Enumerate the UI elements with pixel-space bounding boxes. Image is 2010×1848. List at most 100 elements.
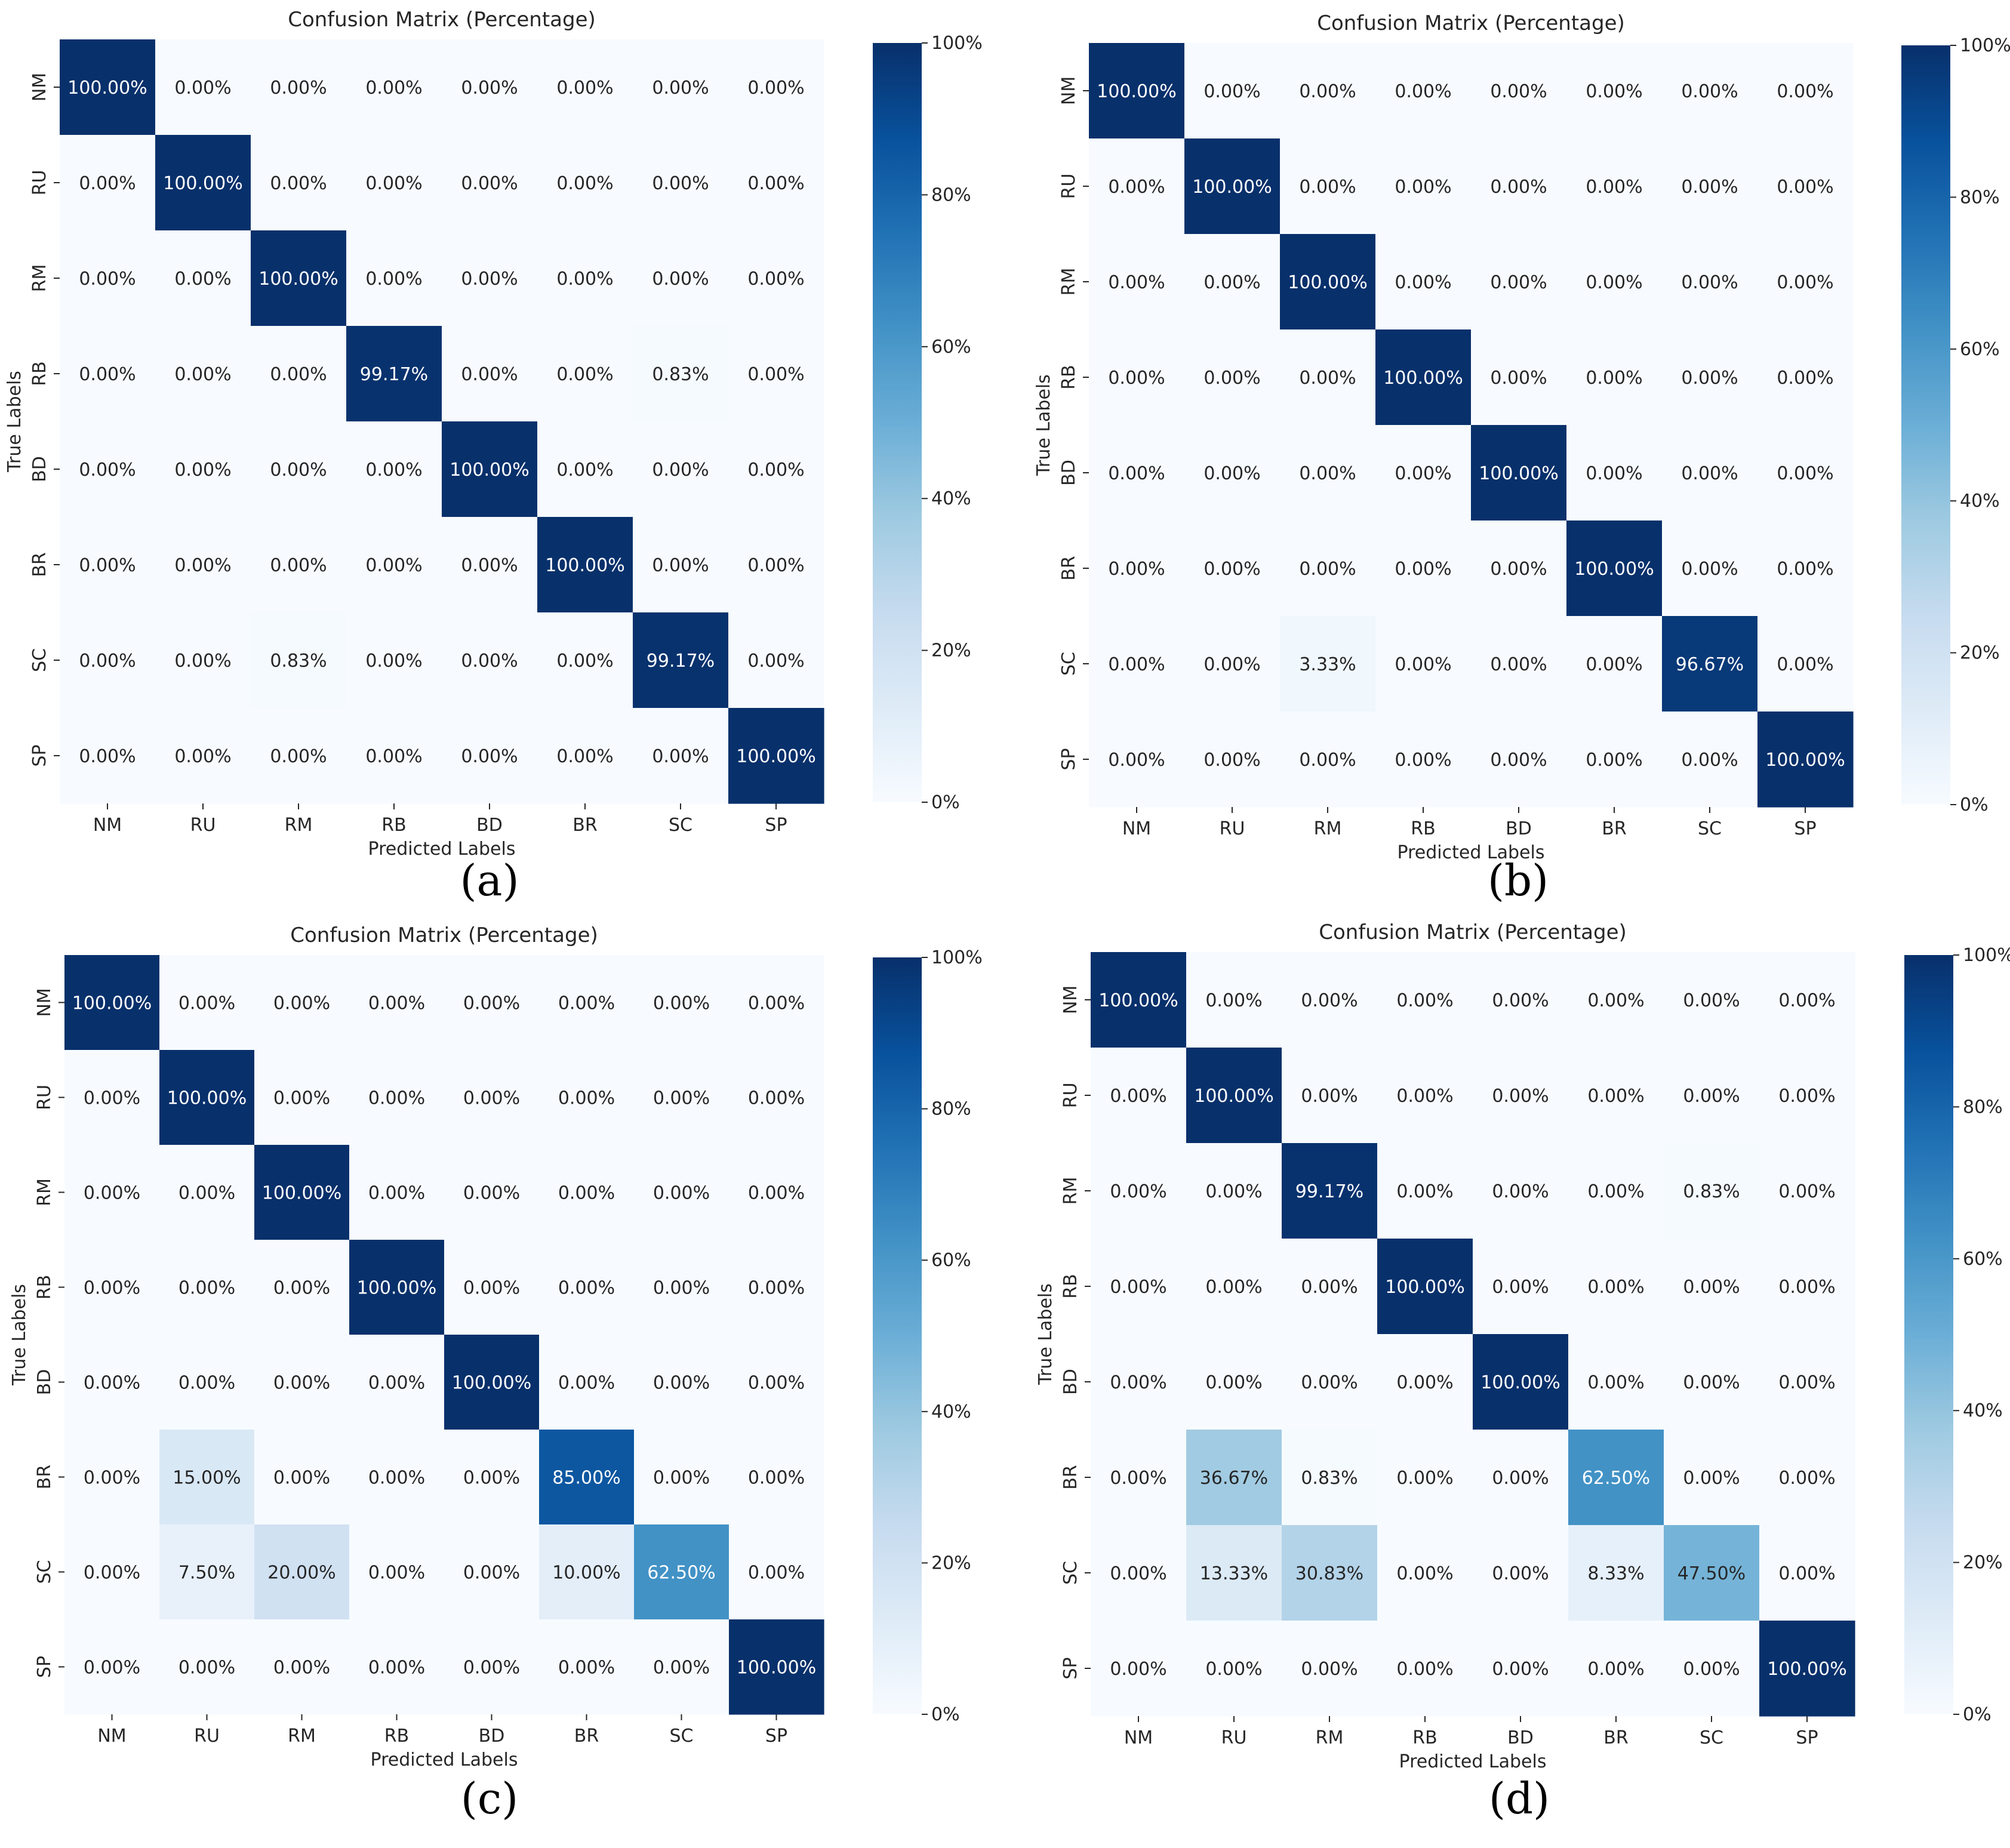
heatmap-cell [1471,520,1567,617]
heatmap-cell [1282,1239,1378,1335]
cell-value-label: 0.00% [1586,368,1642,389]
cell-value-label: 0.00% [270,364,327,385]
heatmap-cell [728,326,824,422]
y-axis-label: True Labels [1035,1283,1056,1385]
colorbar-tick-label: 60% [931,1250,971,1271]
colorbar-tick-label: 0% [931,1704,960,1725]
heatmap-cell [1664,1143,1760,1239]
cell-value-label: 0.00% [1205,1277,1262,1298]
heatmap-cell [1664,1334,1760,1430]
cell-value-label: 100.00% [258,269,338,289]
heatmap-cell [1566,425,1663,521]
heatmap-cell [1184,425,1281,521]
heatmap-cell [729,1619,824,1715]
heatmap-cell [349,1145,445,1240]
heatmap-cell [155,326,251,422]
y-tick-label: SC [29,648,50,672]
cell-value-label: 0.00% [1301,1659,1358,1680]
heatmap-cell [1089,43,1185,139]
heatmap-cell [1473,1621,1569,1717]
cell-value-label: 100.00% [545,555,624,576]
cell-value-label: 0.00% [1777,368,1833,389]
cell-value-label: 0.00% [1110,1086,1166,1107]
cell-value-label: 0.00% [1396,1086,1453,1107]
heatmap-cell [60,517,156,613]
cell-value-label: 0.00% [1301,1372,1358,1393]
heatmap-cell [1186,1525,1282,1621]
cell-value-label: 0.00% [747,651,804,672]
heatmap-cell [1566,234,1663,330]
cell-value-label: 0.00% [1299,463,1356,484]
cell-value-label: 100.00% [452,1373,531,1394]
heatmap-cell [64,1335,160,1430]
colorbar [1901,45,1950,805]
chart-title: Confusion Matrix (Percentage) [1319,920,1627,944]
heatmap-cell [1759,1048,1855,1144]
heatmap-cell [537,135,633,231]
heatmap-cell [1184,43,1281,139]
cell-value-label: 0.00% [178,1183,235,1204]
heatmap-cell [1566,712,1663,808]
heatmap-cell [254,955,350,1051]
cell-value-label: 0.00% [1299,368,1356,389]
heatmap-cell [64,955,160,1051]
cell-value-label: 0.00% [174,269,231,289]
heatmap-cell [346,421,442,518]
colorbar-tick-label: 80% [1963,1097,2003,1117]
cell-value-label: 0.00% [270,78,327,98]
panel-d: Confusion Matrix (Percentage) 100.00% 0.00… [1035,920,2010,1824]
x-tick-label: SC [669,815,692,836]
cell-value-label: 100.00% [1097,81,1176,102]
cell-value-label: 99.17% [647,651,715,672]
heatmap-cell [1473,1239,1569,1335]
panel-a: Confusion Matrix (Percentage) 100.00% 0.00… [4,8,983,905]
cell-value-label: 0.00% [747,269,804,289]
heatmap-cell [155,612,251,709]
heatmap-cell [539,1524,635,1620]
cell-value-label: 0.00% [1490,272,1547,293]
cell-value-label: 0.00% [1778,1181,1835,1202]
cell-value-label: 0.00% [174,651,231,672]
heatmap-cell [634,1619,729,1715]
heatmap-cell [634,1240,729,1335]
cell-value-label: 62.50% [1582,1468,1650,1489]
heatmap-cell [1091,1621,1187,1717]
cell-value-label: 0.00% [273,1658,330,1678]
cell-value-label: 0.00% [1777,654,1833,675]
cell-value-label: 0.00% [461,651,518,672]
cell-value-label: 0.00% [1681,81,1738,102]
cell-value-label: 99.17% [360,364,428,385]
heatmap-cell [1759,1143,1855,1239]
heatmap-cell [728,708,824,804]
cell-value-label: 0.00% [1586,177,1642,198]
cell-value-label: 0.00% [84,1088,140,1109]
cell-value-label: 0.00% [1681,368,1738,389]
heatmap-cell [1089,329,1185,426]
colorbar-tick-label: 20% [1960,643,2000,664]
cell-value-label: 0.00% [1586,81,1642,102]
cell-value-label: 0.00% [365,173,422,194]
heatmap-cell [159,1524,255,1620]
heatmap-cell [60,135,156,231]
heatmap-cell [633,421,729,518]
heatmap-cell [1566,43,1663,139]
cell-value-label: 0.00% [365,555,422,576]
cell-value-label: 0.00% [1396,1468,1453,1489]
cell-value-label: 85.00% [552,1468,620,1489]
heatmap-cell [729,1050,824,1145]
cell-value-label: 0.00% [174,364,231,385]
cell-value-label: 100.00% [1383,368,1463,389]
heatmap-cell [254,1524,350,1620]
cell-value-label: 99.17% [1295,1181,1363,1202]
cell-value-label: 0.00% [365,460,422,481]
cell-value-label: 0.00% [1395,81,1451,102]
cell-value-label: 0.00% [1492,1181,1549,1202]
y-tick-label: RM [1058,268,1079,296]
cell-value-label: 100.00% [1574,559,1654,580]
chart-title: Confusion Matrix (Percentage) [290,923,598,947]
cell-value-label: 0.00% [1490,559,1547,580]
heatmap-cell [729,955,824,1051]
heatmap-cell [60,326,156,422]
cell-value-label: 0.00% [1395,750,1451,771]
